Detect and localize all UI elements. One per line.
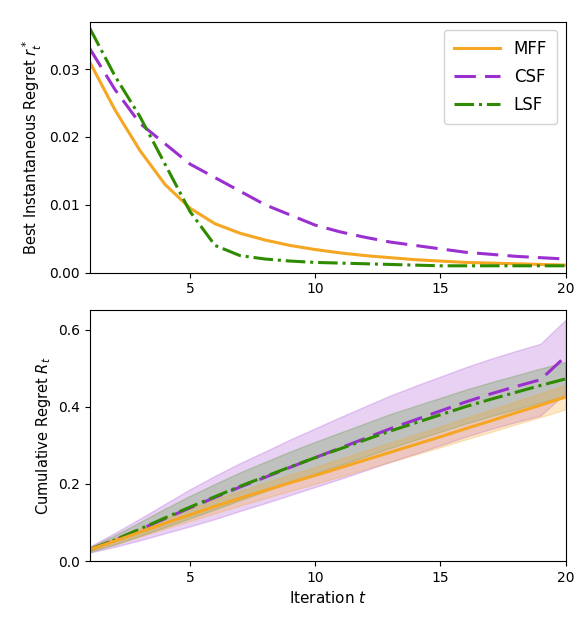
Line: MFF: MFF [90,63,566,265]
LSF [412,262,419,269]
CSF [412,242,419,249]
CSF [111,86,118,93]
CSF [562,255,569,263]
MFF [412,256,419,264]
MFF [86,59,93,66]
MFF [161,180,168,188]
CSF [387,238,394,246]
CSF [187,161,194,168]
MFF [362,252,369,259]
CSF [212,174,219,182]
CSF [462,249,469,256]
CSF [287,211,293,219]
LSF [337,259,344,267]
LSF [187,208,194,215]
CSF [337,228,344,236]
CSF [237,187,244,195]
MFF [287,242,293,249]
LSF [86,25,93,32]
CSF [136,120,143,127]
MFF [337,249,344,257]
MFF [136,147,143,154]
LSF [462,262,469,270]
MFF [487,259,494,267]
X-axis label: Iteration $t$: Iteration $t$ [289,590,367,606]
Y-axis label: Cumulative Regret $R_t$: Cumulative Regret $R_t$ [34,356,53,515]
CSF [537,254,544,262]
Line: LSF: LSF [90,29,566,266]
MFF [387,254,394,262]
CSF [487,250,494,258]
CSF [262,201,269,208]
CSF [161,140,168,148]
MFF [462,259,469,266]
MFF [237,229,244,237]
CSF [437,245,444,252]
LSF [562,262,569,270]
CSF [512,252,519,260]
MFF [311,246,318,253]
LSF [487,262,494,270]
LSF [136,113,143,120]
LSF [212,242,219,249]
MFF [262,236,269,244]
MFF [212,220,219,228]
Line: CSF: CSF [90,49,566,259]
MFF [512,260,519,267]
Y-axis label: Best Instantaneous Regret $r_t^*$: Best Instantaneous Regret $r_t^*$ [21,40,44,255]
LSF [387,261,394,268]
MFF [537,261,544,268]
MFF [111,106,118,113]
LSF [262,255,269,263]
MFF [187,205,194,212]
LSF [311,259,318,266]
CSF [86,45,93,53]
LSF [362,260,369,267]
LSF [237,252,244,259]
LSF [537,262,544,270]
CSF [311,221,318,229]
MFF [437,257,444,265]
Legend: MFF, CSF, LSF: MFF, CSF, LSF [444,30,557,124]
LSF [111,72,118,79]
LSF [512,262,519,270]
LSF [161,161,168,168]
LSF [437,262,444,270]
MFF [562,262,569,269]
LSF [287,257,293,265]
CSF [362,234,369,241]
